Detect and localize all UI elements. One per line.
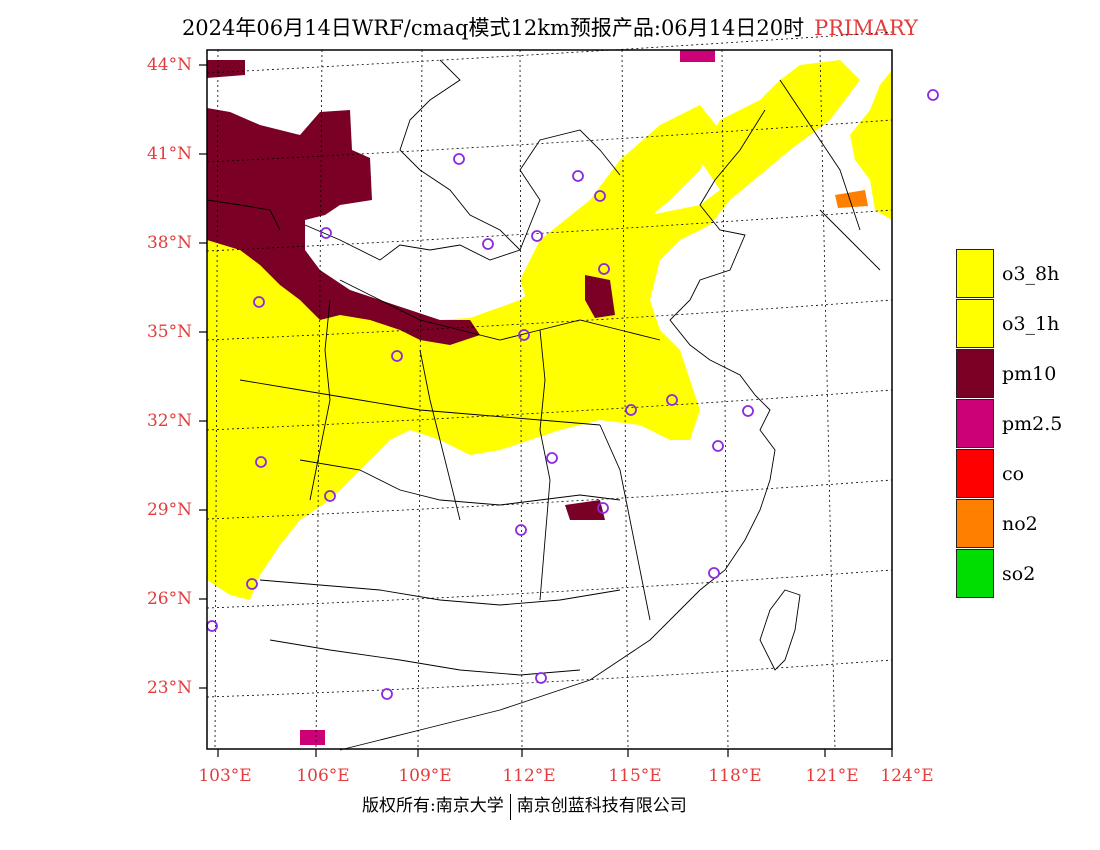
lon-label-103e: 103°E (198, 766, 252, 786)
lon-label-121e: 121°E (805, 766, 859, 786)
station-marker (253, 296, 265, 308)
footer-separator (509, 793, 511, 820)
taiwan-outline (759, 589, 801, 671)
lat-label-44n: 44°N (146, 55, 192, 75)
boundaries (206, 59, 881, 751)
station-marker (594, 190, 606, 202)
lat-label-38n: 38°N (146, 233, 192, 253)
legend-label-co: co (1002, 463, 1025, 485)
station-marker (708, 567, 720, 579)
map-title: 2024年06月14日WRF/cmaq模式12km预报产品:06月14日20时 P… (0, 12, 1100, 42)
legend-label-o3-8h: o3_8h (1002, 263, 1060, 285)
no2-field-korea (835, 190, 868, 208)
legend-swatch-pm2-5 (956, 399, 994, 448)
lon-label-118e: 118°E (708, 766, 762, 786)
pm25-field-top (680, 50, 715, 62)
station-marker (246, 578, 258, 590)
lat-label-41n: 41°N (146, 144, 192, 164)
legend-label-no2: no2 (1002, 513, 1038, 535)
legend-swatch-so2 (956, 549, 994, 598)
station-marker (482, 238, 494, 250)
station-marker (546, 452, 558, 464)
station-markers (206, 89, 939, 700)
copyright-right: 南京创蓝科技有限公司 (516, 796, 687, 816)
copyright-footer: 版权所有:南京大学 南京创蓝科技有限公司 (362, 791, 687, 820)
legend-swatch-co (956, 449, 994, 498)
legend-swatch-o3-8h (956, 249, 994, 298)
lat-label-29n: 29°N (146, 500, 192, 520)
station-marker (927, 89, 939, 101)
pm10-field-south (565, 500, 605, 520)
map-frame (206, 49, 893, 750)
axis-ticks (199, 64, 893, 757)
lon-label-109e: 109°E (398, 766, 452, 786)
station-marker (518, 329, 530, 341)
map-title-text: 2024年06月14日WRF/cmaq模式12km预报产品:06月14日20时 (181, 16, 805, 40)
lat-label-26n: 26°N (146, 589, 192, 609)
station-marker (324, 490, 336, 502)
o3-field-northeast (850, 70, 892, 220)
station-marker (453, 153, 465, 165)
pm10-field-central (585, 275, 615, 318)
station-marker (666, 394, 678, 406)
station-marker (320, 227, 332, 239)
station-marker (712, 440, 724, 452)
station-marker (572, 170, 584, 182)
legend-swatch-o3-1h (956, 299, 994, 348)
graticule (206, 31, 893, 751)
station-marker (515, 524, 527, 536)
station-marker (255, 456, 267, 468)
lon-label-124e: 124°E (880, 766, 934, 786)
lat-label-32n: 32°N (146, 411, 192, 431)
station-marker (625, 404, 637, 416)
legend-swatch-no2 (956, 499, 994, 548)
lat-label-23n: 23°N (146, 678, 192, 698)
o3-field-north-corridor (520, 105, 720, 310)
lat-label-35n: 35°N (146, 322, 192, 342)
copyright-left: 版权所有:南京大学 (362, 796, 504, 816)
legend-label-o3-1h: o3_1h (1002, 313, 1060, 335)
legend-label-so2: so2 (1002, 563, 1036, 585)
lon-label-106e: 106°E (296, 766, 350, 786)
station-marker (381, 688, 393, 700)
pm10-field-top-left (207, 60, 245, 78)
pm25-field-south (300, 730, 325, 745)
station-marker (742, 405, 754, 417)
station-marker (597, 502, 609, 514)
legend-label-pm2-5: pm2.5 (1002, 413, 1063, 435)
lon-label-115e: 115°E (608, 766, 662, 786)
station-marker (598, 263, 610, 275)
pollutant-fields (207, 50, 892, 745)
coastline (339, 109, 776, 751)
legend-swatch-pm10 (956, 349, 994, 398)
o3-field-west (207, 60, 860, 600)
lon-label-112e: 112°E (502, 766, 556, 786)
legend-label-pm10: pm10 (1002, 363, 1057, 385)
pm10-field-northwest (207, 108, 480, 345)
station-marker (531, 230, 543, 242)
station-marker (391, 350, 403, 362)
station-marker (535, 672, 547, 684)
